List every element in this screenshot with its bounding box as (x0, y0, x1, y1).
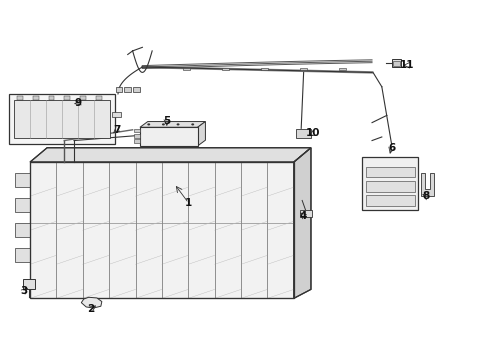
Polygon shape (300, 68, 307, 70)
Polygon shape (183, 68, 190, 70)
Polygon shape (124, 87, 131, 92)
Polygon shape (80, 96, 86, 100)
Polygon shape (222, 68, 229, 70)
Polygon shape (268, 162, 294, 298)
Text: 5: 5 (163, 116, 171, 126)
Text: 9: 9 (74, 98, 81, 108)
Circle shape (302, 133, 306, 135)
Polygon shape (421, 173, 434, 196)
Polygon shape (366, 167, 415, 177)
Polygon shape (96, 96, 102, 100)
Polygon shape (15, 198, 30, 212)
Polygon shape (140, 122, 205, 127)
Polygon shape (116, 87, 122, 92)
Polygon shape (23, 279, 35, 289)
Polygon shape (300, 210, 312, 217)
Text: 7: 7 (113, 125, 121, 135)
Circle shape (176, 123, 179, 126)
Polygon shape (366, 195, 415, 206)
Polygon shape (162, 162, 188, 298)
Polygon shape (30, 162, 294, 298)
Polygon shape (294, 148, 311, 298)
Text: 8: 8 (422, 191, 429, 201)
Polygon shape (393, 60, 400, 66)
Polygon shape (366, 181, 415, 192)
Polygon shape (261, 68, 268, 70)
Polygon shape (30, 162, 56, 298)
Text: 11: 11 (400, 60, 415, 70)
Circle shape (162, 123, 165, 126)
Polygon shape (17, 96, 23, 100)
Text: 2: 2 (87, 304, 95, 314)
Polygon shape (134, 129, 140, 132)
Polygon shape (15, 173, 30, 187)
Polygon shape (56, 162, 83, 298)
Circle shape (191, 123, 194, 126)
Polygon shape (241, 162, 268, 298)
Polygon shape (15, 248, 30, 262)
Polygon shape (392, 59, 401, 67)
Polygon shape (140, 127, 197, 146)
Polygon shape (339, 68, 346, 70)
Polygon shape (296, 129, 311, 138)
Polygon shape (33, 96, 39, 100)
Text: 1: 1 (185, 198, 193, 208)
Polygon shape (65, 96, 71, 100)
Polygon shape (109, 162, 136, 298)
Polygon shape (197, 122, 205, 146)
Polygon shape (83, 162, 109, 298)
Polygon shape (49, 96, 54, 100)
Polygon shape (136, 162, 162, 298)
Circle shape (306, 133, 310, 135)
Text: 6: 6 (388, 143, 395, 153)
Polygon shape (188, 162, 215, 298)
Polygon shape (134, 139, 140, 143)
Text: 3: 3 (21, 286, 28, 296)
Polygon shape (215, 162, 241, 298)
Polygon shape (133, 87, 140, 92)
Circle shape (147, 123, 150, 126)
Circle shape (298, 133, 302, 135)
Text: 10: 10 (306, 129, 320, 138)
Polygon shape (362, 157, 418, 211)
Polygon shape (30, 148, 311, 162)
Polygon shape (112, 112, 121, 117)
Polygon shape (9, 94, 115, 144)
Polygon shape (81, 297, 102, 308)
Polygon shape (15, 223, 30, 237)
Polygon shape (14, 100, 110, 138)
Polygon shape (134, 134, 140, 138)
Text: 4: 4 (300, 211, 307, 221)
